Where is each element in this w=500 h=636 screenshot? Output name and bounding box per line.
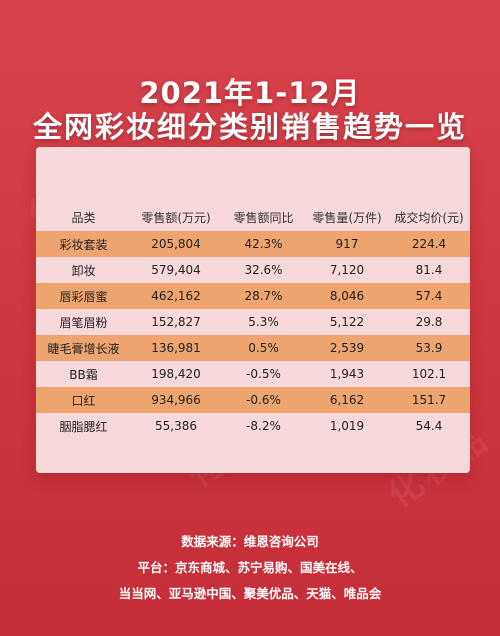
- header-yoy: 零售额同比: [233, 210, 294, 225]
- cell-retail-sales: 205,804: [131, 231, 221, 257]
- cell-retail-sales: 198,420: [151, 367, 201, 381]
- card-top: [36, 147, 470, 207]
- table-row: 口红 934,966 -0.6% 6,162 151.7: [36, 387, 470, 413]
- table-row: 唇彩唇蜜 462,162 28.7% 8,046 57.4: [36, 283, 470, 309]
- cell-retail-sales: 462,162: [131, 283, 221, 309]
- cell-retail-sales: 934,966: [131, 387, 221, 413]
- cell-volume: 7,120: [329, 263, 365, 277]
- cell-yoy: 32.6%: [244, 263, 283, 277]
- cell-category: 唇彩唇蜜: [36, 283, 131, 309]
- cell-volume: 2,539: [306, 335, 388, 361]
- cell-volume: 1,019: [329, 419, 365, 433]
- cell-category: 眉笔眉粉: [59, 315, 108, 330]
- table-row: 彩妆套装 205,804 42.3% 917 224.4: [36, 231, 470, 257]
- cell-category: 胭脂腮红: [59, 419, 108, 434]
- cell-retail-sales: 579,404: [151, 263, 201, 277]
- title-date: 2021年1-12月: [139, 76, 361, 110]
- table-header-row: 品类 零售额(万元) 零售额同比 零售量(万件) 成交均价(元): [36, 203, 470, 231]
- cell-avg-price: 102.1: [411, 367, 447, 381]
- cell-retail-sales: 136,981: [131, 335, 221, 361]
- table-row: BB霜 198,420 -0.5% 1,943 102.1: [36, 361, 470, 387]
- cell-avg-price: 53.9: [388, 335, 470, 361]
- cell-avg-price: 29.8: [415, 315, 443, 329]
- cell-yoy: -0.5%: [246, 367, 281, 381]
- header-avg-price: 成交均价(元): [394, 210, 464, 225]
- footer-platform-2: 当当网、亚马逊中国、聚美优品、天猫、唯品会: [118, 586, 382, 601]
- cell-avg-price: 224.4: [388, 231, 470, 257]
- data-card: 品类 零售额(万元) 零售额同比 零售量(万件) 成交均价(元) 彩妆套装 20…: [36, 147, 470, 473]
- cell-yoy: 28.7%: [221, 283, 306, 309]
- cell-yoy: 42.3%: [221, 231, 306, 257]
- cell-category: BB霜: [69, 367, 98, 382]
- header-volume: 零售量(万件): [312, 210, 382, 225]
- footer-platform: 平台：京东商城、苏宁易购、国美在线、: [137, 560, 363, 575]
- cell-avg-price: 81.4: [415, 263, 443, 277]
- cell-yoy: -0.6%: [221, 387, 306, 413]
- sales-table: 品类 零售额(万元) 零售额同比 零售量(万件) 成交均价(元) 彩妆套装 20…: [36, 203, 470, 439]
- title-main: 全网彩妆细分类别销售趋势一览: [32, 110, 467, 144]
- cell-yoy: 0.5%: [221, 335, 306, 361]
- cell-avg-price: 54.4: [415, 419, 443, 433]
- cell-volume: 5,122: [329, 315, 365, 329]
- cell-category: 卸妆: [71, 263, 96, 278]
- cell-volume: 6,162: [306, 387, 388, 413]
- cell-category: 彩妆套装: [36, 231, 131, 257]
- cell-category: 口红: [36, 387, 131, 413]
- header-category: 品类: [71, 210, 96, 225]
- header-retail-sales: 零售额(万元): [141, 210, 211, 225]
- cell-category: 睫毛膏增长液: [36, 335, 131, 361]
- cell-yoy: -8.2%: [246, 419, 281, 433]
- cell-volume: 8,046: [306, 283, 388, 309]
- table-row: 胭脂腮红 55,386 -8.2% 1,019 54.4: [36, 413, 470, 439]
- table-row: 卸妆 579,404 32.6% 7,120 81.4: [36, 257, 470, 283]
- footer-source: 数据来源：维恩咨询公司: [181, 534, 319, 549]
- cell-volume: 917: [306, 231, 388, 257]
- cell-retail-sales: 55,386: [155, 419, 197, 433]
- cell-avg-price: 151.7: [388, 387, 470, 413]
- cell-yoy: 5.3%: [248, 315, 279, 329]
- cell-avg-price: 57.4: [388, 283, 470, 309]
- cell-retail-sales: 152,827: [151, 315, 201, 329]
- table-row: 眉笔眉粉 152,827 5.3% 5,122 29.8: [36, 309, 470, 335]
- cell-volume: 1,943: [329, 367, 365, 381]
- table-row: 睫毛膏增长液 136,981 0.5% 2,539 53.9: [36, 335, 470, 361]
